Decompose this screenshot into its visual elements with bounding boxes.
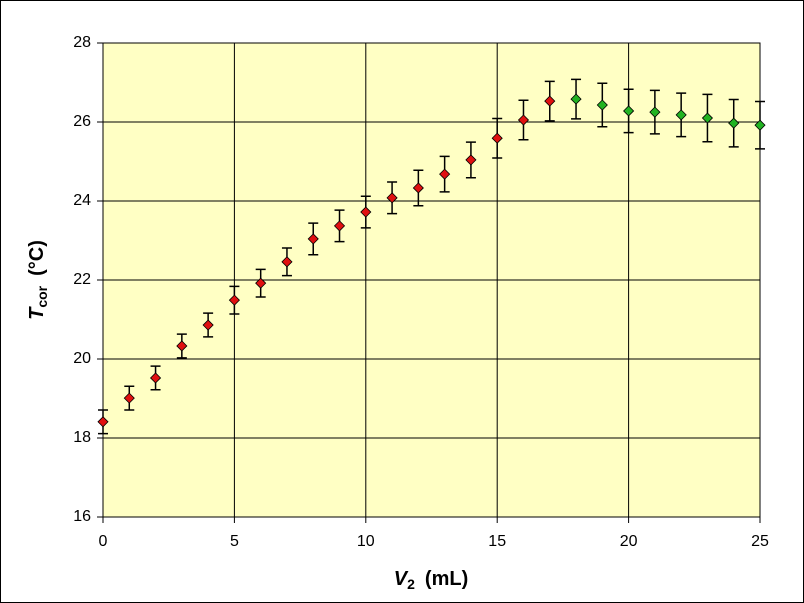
marker <box>544 95 556 107</box>
marker <box>412 182 424 194</box>
marker <box>491 132 503 144</box>
x-tick-label: 25 <box>751 533 769 550</box>
marker <box>728 117 740 129</box>
marker <box>228 294 240 306</box>
marker <box>202 319 214 331</box>
y-tick-label: 26 <box>73 113 91 130</box>
x-title-sub: 2 <box>407 576 415 592</box>
y-title-unit: (°C) <box>26 240 48 276</box>
x-tick-label: 0 <box>99 533 108 550</box>
marker <box>570 93 582 105</box>
x-tick-label: 10 <box>357 533 375 550</box>
x-tick-label: 20 <box>620 533 638 550</box>
marker <box>176 340 188 352</box>
marker <box>465 154 477 166</box>
y-tick-label: 28 <box>73 34 91 51</box>
marker <box>386 192 398 204</box>
marker <box>754 119 766 131</box>
x-title-main: V <box>394 568 409 590</box>
marker <box>97 416 109 428</box>
marker <box>281 256 293 268</box>
marker <box>517 114 530 126</box>
x-title-unit: (mL) <box>425 568 468 590</box>
y-tick-label: 16 <box>73 508 91 525</box>
y-title-main: T <box>26 306 48 320</box>
marker <box>255 277 267 289</box>
x-tick-label: 5 <box>230 533 239 550</box>
x-tick-label: 15 <box>488 533 506 550</box>
marker <box>649 106 661 118</box>
marker <box>596 99 608 111</box>
marker <box>360 206 372 218</box>
marker <box>333 220 346 232</box>
marker <box>623 105 635 117</box>
y-tick-label: 18 <box>73 429 91 446</box>
y-title-sub: cor <box>34 285 50 307</box>
y-tick-label: 20 <box>73 350 91 367</box>
marker <box>123 392 135 404</box>
marker <box>701 112 714 124</box>
y-tick-label: 22 <box>73 271 91 288</box>
marker <box>439 168 451 180</box>
y-tick-label: 24 <box>73 192 91 209</box>
marker <box>675 109 687 121</box>
x-axis-title: V2 (mL) <box>394 568 468 591</box>
y-axis-title: Tcor (°C) <box>26 240 49 320</box>
marker <box>307 233 319 245</box>
marker <box>149 372 162 384</box>
